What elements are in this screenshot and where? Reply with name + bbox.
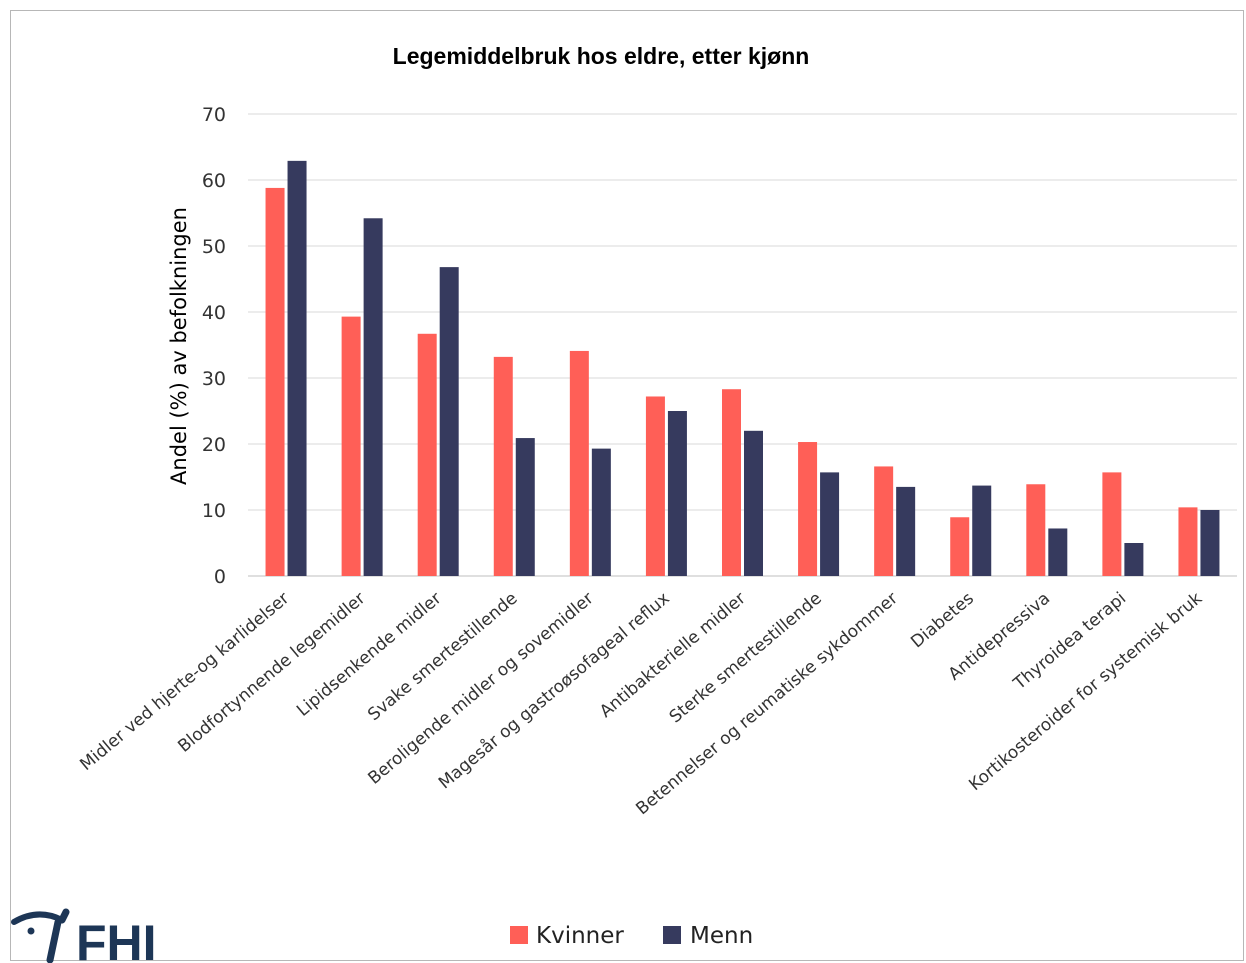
bar-kvinner bbox=[798, 442, 818, 576]
y-tick-label: 60 bbox=[202, 170, 226, 192]
bar-menn bbox=[896, 486, 916, 576]
y-tick-label: 0 bbox=[214, 566, 226, 588]
bar-kvinner bbox=[1178, 507, 1198, 576]
logo-dot-icon bbox=[27, 927, 35, 935]
x-tick-label: Svake smertestillende bbox=[364, 589, 521, 726]
legend-swatch-kvinner bbox=[510, 926, 528, 944]
bar-menn bbox=[591, 448, 611, 576]
y-tick-label: 70 bbox=[202, 104, 226, 126]
bar-menn bbox=[439, 267, 459, 576]
bar-kvinner bbox=[1102, 472, 1122, 576]
bar-menn bbox=[287, 160, 307, 577]
legend-label-kvinner: Kvinner bbox=[536, 923, 624, 949]
fhi-logo: FHI bbox=[11, 908, 157, 963]
bar-menn bbox=[820, 472, 840, 576]
bar-menn bbox=[972, 485, 992, 576]
bar-menn bbox=[667, 411, 687, 576]
bars bbox=[265, 160, 1220, 577]
x-tick-label: Lipidsenkende midler bbox=[293, 589, 445, 721]
bar-kvinner bbox=[722, 389, 741, 576]
y-tick-label: 10 bbox=[202, 500, 226, 522]
y-axis-label: Andel (%) av befolkningen bbox=[167, 207, 191, 485]
bar-kvinner bbox=[874, 466, 894, 576]
bar-kvinner bbox=[417, 333, 437, 576]
bar-kvinner bbox=[341, 316, 361, 576]
y-tick-label: 40 bbox=[202, 302, 226, 324]
bar-menn bbox=[1048, 528, 1068, 576]
chart-title: Legemiddelbruk hos eldre, etter kjønn bbox=[393, 43, 810, 69]
bar-menn bbox=[515, 438, 535, 576]
bar-kvinner bbox=[493, 356, 513, 576]
y-tick-label: 30 bbox=[202, 368, 226, 390]
x-tick-label: Antibakterielle midler bbox=[596, 589, 750, 722]
bar-kvinner bbox=[645, 396, 665, 576]
gridlines bbox=[248, 113, 1237, 577]
bar-kvinner bbox=[569, 350, 589, 576]
logo-text: FHI bbox=[76, 915, 157, 963]
bar-kvinner bbox=[1026, 484, 1046, 576]
bar-menn bbox=[1124, 543, 1144, 576]
legend-swatch-menn bbox=[663, 926, 681, 944]
y-tick-label: 50 bbox=[202, 236, 226, 258]
bar-menn bbox=[744, 430, 763, 576]
x-tick-label: Sterke smertestillende bbox=[666, 589, 826, 728]
legend-label-menn: Menn bbox=[690, 923, 753, 949]
bar-kvinner bbox=[265, 187, 285, 577]
x-tick-label: Betennelser og reumatiske sykdommer bbox=[632, 589, 901, 820]
x-tick-label: Diabetes bbox=[907, 588, 978, 652]
bar-menn bbox=[1200, 510, 1220, 576]
bar-menn bbox=[363, 218, 383, 576]
logo-arc-icon bbox=[11, 911, 65, 925]
logo-figure-icon bbox=[46, 908, 70, 963]
y-tick-label: 20 bbox=[202, 434, 226, 456]
category-labels: Midler ved hjerte-og karlidelserBlodfort… bbox=[76, 588, 1206, 819]
bar-kvinner bbox=[950, 517, 970, 576]
legend: Kvinner Menn bbox=[510, 923, 753, 949]
y-axis-ticks: 0 10 20 30 40 50 60 70 bbox=[202, 104, 226, 588]
